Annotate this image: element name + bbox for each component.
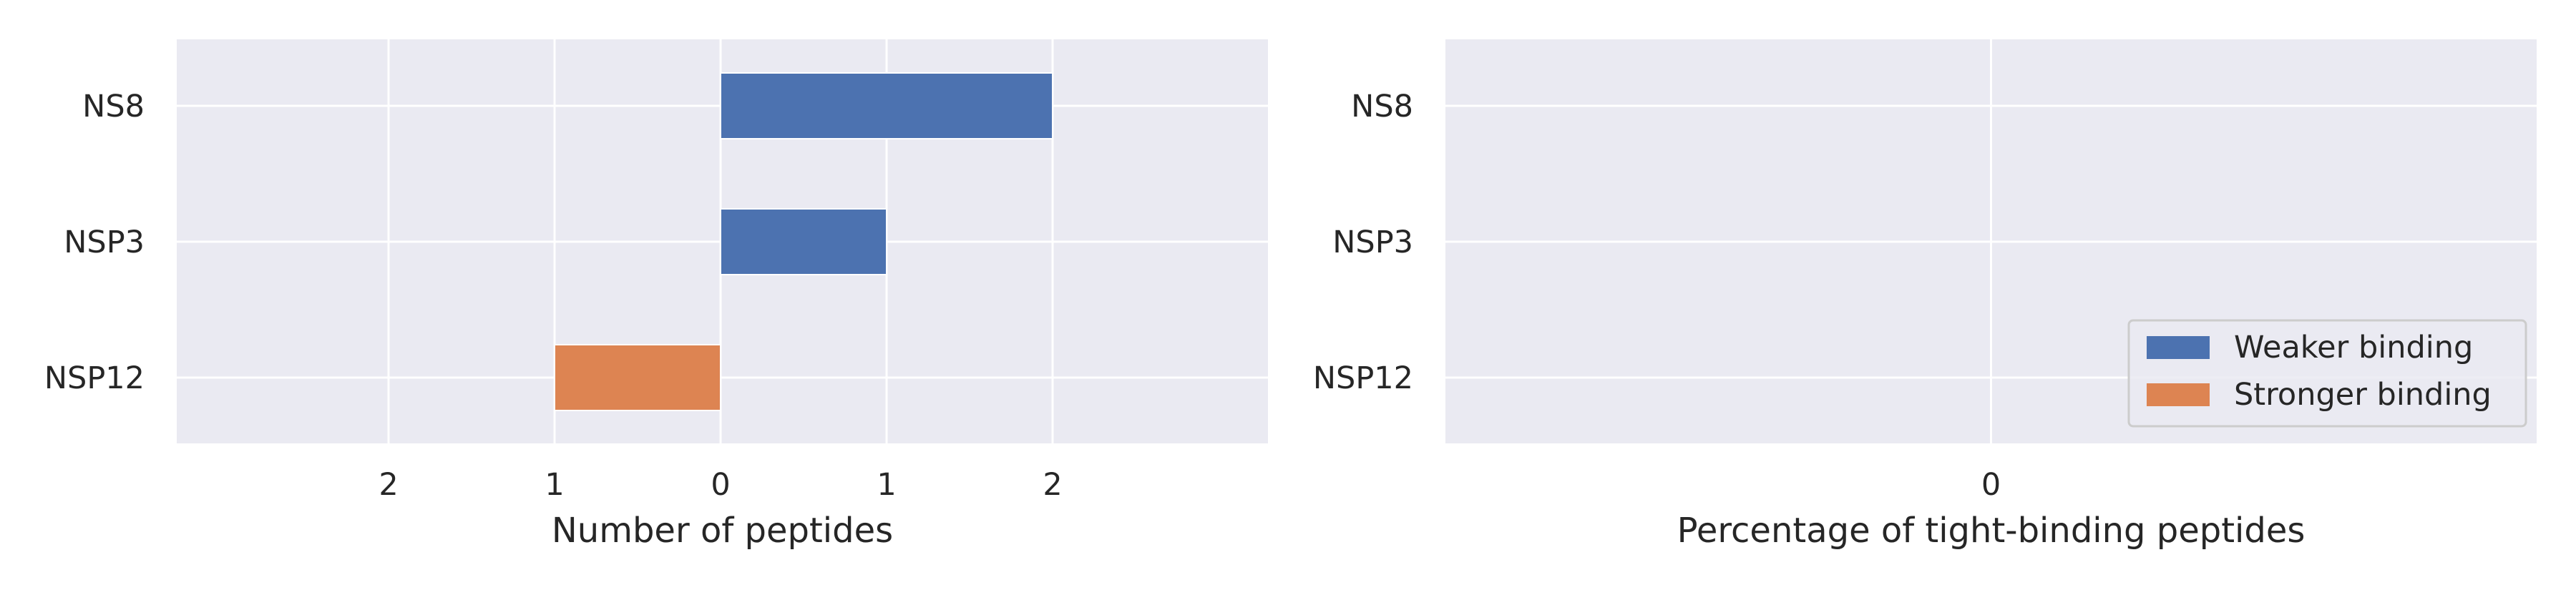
- x-tick-label: 2: [1043, 467, 1062, 503]
- legend-label-stronger: Stronger binding: [2234, 377, 2492, 413]
- bar-weaker-binding: [720, 208, 887, 275]
- x-axis-label: Number of peptides: [552, 511, 893, 551]
- bar-weaker-binding: [720, 72, 1053, 139]
- legend-label-weaker: Weaker binding: [2234, 330, 2473, 365]
- legend-swatch-stronger: [2147, 383, 2210, 406]
- x-tick-label: 2: [379, 467, 398, 503]
- y-tick-label: NS8: [1351, 89, 1413, 124]
- left-chart-panel: 2 1 0 1 2 NS8 NSP3 NSP12 Number of peptides: [44, 39, 1268, 551]
- legend-swatch-weaker: [2147, 336, 2210, 359]
- x-tick-label: 0: [711, 467, 730, 503]
- y-tick-label: NSP3: [1332, 225, 1413, 260]
- chart-legend[interactable]: Weaker binding Stronger binding: [2127, 319, 2527, 428]
- bar-stronger-binding: [554, 344, 721, 411]
- x-axis-label: Percentage of tight-binding peptides: [1677, 511, 2306, 551]
- x-tick-label: 1: [877, 467, 896, 503]
- y-tick-label: NSP3: [64, 225, 145, 260]
- x-tick-label: 1: [545, 467, 564, 503]
- legend-box: [2127, 319, 2527, 428]
- right-chart-panel: 0 NS8 NSP3 NSP12 Percentage of tight-binding…: [1313, 39, 2537, 551]
- y-tick-label: NS8: [82, 89, 145, 124]
- x-tick-label: 0: [1981, 467, 2001, 503]
- y-tick-label: NSP12: [44, 360, 145, 396]
- y-tick-label: NSP12: [1313, 360, 1413, 396]
